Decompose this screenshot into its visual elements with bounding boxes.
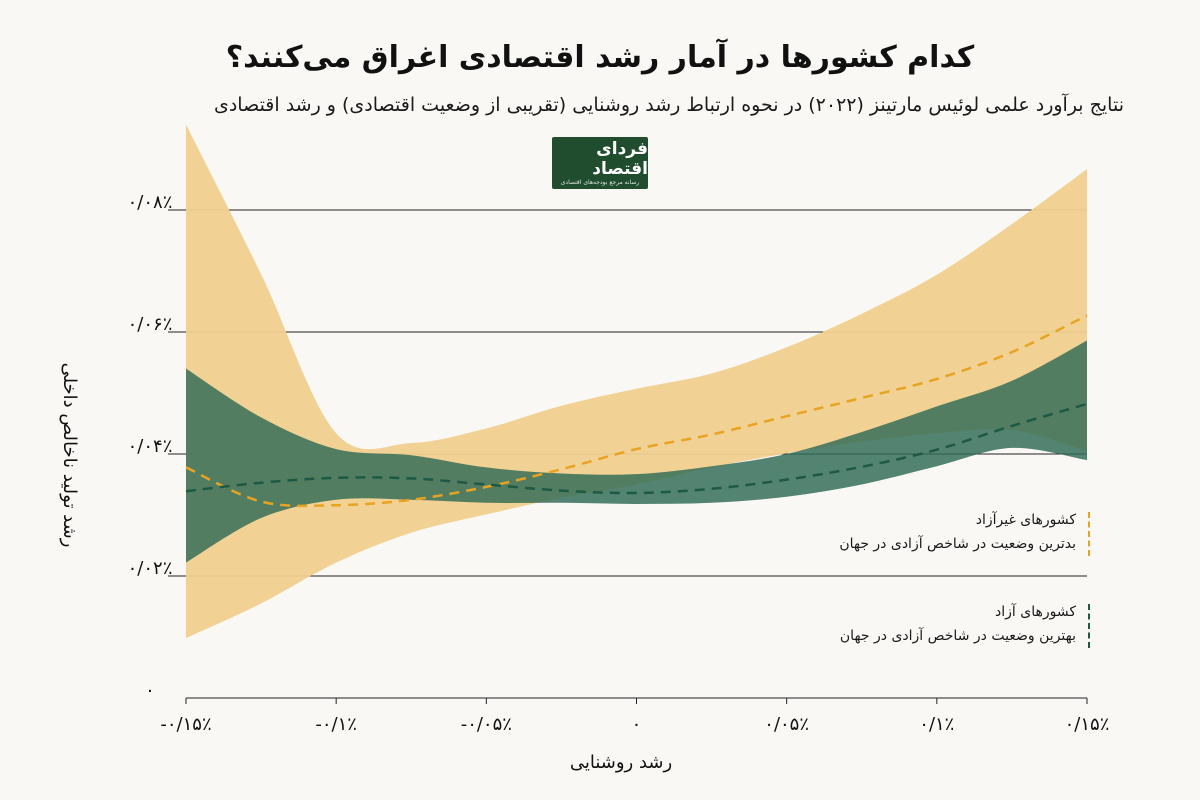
axis-layer [185,697,1088,704]
band-layer [186,124,1087,639]
legend-not-free: کشورهای غیرآزاد بدترین وضعیت در شاخص آزا… [839,508,1090,556]
y-tick-label: ۰/۰۲٪ [128,558,173,579]
y-tick-label: ۰/۰۸٪ [128,192,173,213]
brand-logo: فردای اقتصاد رسانه مرجع بودجه‌های اقتصاد… [552,137,648,189]
chart-title: کدام کشورها در آمار رشد اقتصادی اغراق می… [225,40,975,75]
y-axis-title: رشد تولید ناخالص داخلی [59,363,80,548]
x-tick-label: -۰/۱٪ [315,714,357,735]
legend-not-free-title: کشورهای غیرآزاد [975,512,1076,528]
legend-free-title: کشورهای آزاد [995,604,1076,620]
x-tick-label: ۰ [632,714,642,735]
chart-subtitle: نتایج برآورد علمی لوئیس مارتینز (۲۰۲۲) د… [213,94,1124,116]
x-tick-label: ۰/۱۵٪ [1065,714,1110,735]
legend-not-free-desc: بدترین وضعیت در شاخص آزادی در جهان [839,536,1076,552]
x-tick-label: -۰/۰۵٪ [461,714,512,735]
label-layer: -۰/۱۵٪ -۰/۱٪ -۰/۰۵٪ ۰ ۰/۰۵٪ ۰/۱٪ ۰/۱۵٪ ۰ ۰/۰۲٪ ۰/… [59,192,1109,773]
legend-not-free-swatch [1088,512,1090,556]
x-axis-title: رشد روشنایی [570,752,672,773]
y-tick-label: ۰/۰۴٪ [128,436,173,457]
confidence-band-not-free [186,124,1087,639]
brand-logo-subtext: رسانه مرجع بودجه‌های اقتصادی [560,179,640,186]
legend-free-swatch [1088,604,1090,648]
x-tick-label: -۰/۱۵٪ [160,714,211,735]
x-tick-label: ۰/۱٪ [919,714,954,735]
x-tick-label: ۰/۰۵٪ [764,714,809,735]
line-layer [185,314,1088,508]
series-line-free [185,402,1088,495]
series-line-not-free [185,314,1088,508]
legend-free-desc: بهترین وضعیت در شاخص آزادی در جهان [839,628,1076,644]
brand-logo-text: فردای اقتصاد [592,139,648,179]
confidence-band-free [186,340,1087,563]
legend-free: کشورهای آزاد بهترین وضعیت در شاخص آزادی … [840,600,1090,648]
y-tick-label: ۰/۰۶٪ [128,314,173,335]
y-tick-label: ۰ [145,680,155,701]
